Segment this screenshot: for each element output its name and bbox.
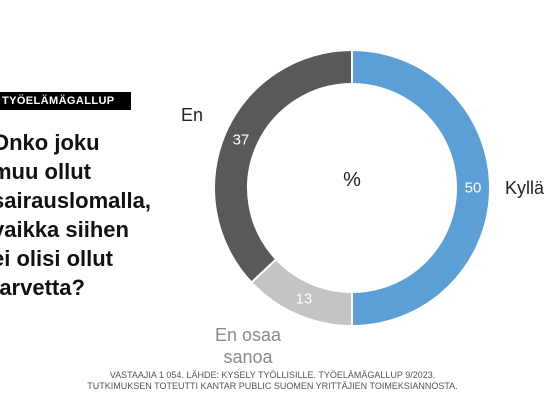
center-percent-label: % — [343, 169, 361, 191]
value-label-en: 37 — [233, 131, 250, 148]
value-label-en-osaa-sanoa: 13 — [296, 291, 313, 308]
question-line: ei olisi ollut — [0, 246, 114, 271]
slice-kylla — [351, 48, 491, 328]
category-label-en: En — [181, 105, 203, 125]
category-label-en-osaa-sanoa: En osaa sanoa — [215, 325, 282, 367]
question-line: tarvetta? — [0, 275, 85, 300]
question-title: Onko joku muu ollut sairauslomalla, vaik… — [0, 128, 195, 302]
question-line: muu ollut — [0, 159, 91, 184]
badge-text: TYÖELÄMÄGALLUP — [2, 95, 115, 107]
category-label-kylla: Kyllä — [505, 178, 545, 198]
source-footer: VASTAAJIA 1 054. LÄHDE: KYSELY TYÖLLISIL… — [0, 370, 545, 392]
survey-badge: TYÖELÄMÄGALLUP — [0, 92, 131, 110]
question-line: sairauslomalla, — [0, 188, 151, 213]
source-line-2: TUTKIMUKSEN TOTEUTTI KANTAR PUBLIC SUOME… — [87, 381, 458, 391]
question-line: Onko joku — [0, 130, 100, 155]
slice-en — [213, 48, 353, 284]
question-line: vaikka siihen — [0, 217, 129, 242]
value-label-kylla: 50 — [465, 180, 482, 197]
source-line-1: VASTAAJIA 1 054. LÄHDE: KYSELY TYÖLLISIL… — [109, 370, 436, 380]
